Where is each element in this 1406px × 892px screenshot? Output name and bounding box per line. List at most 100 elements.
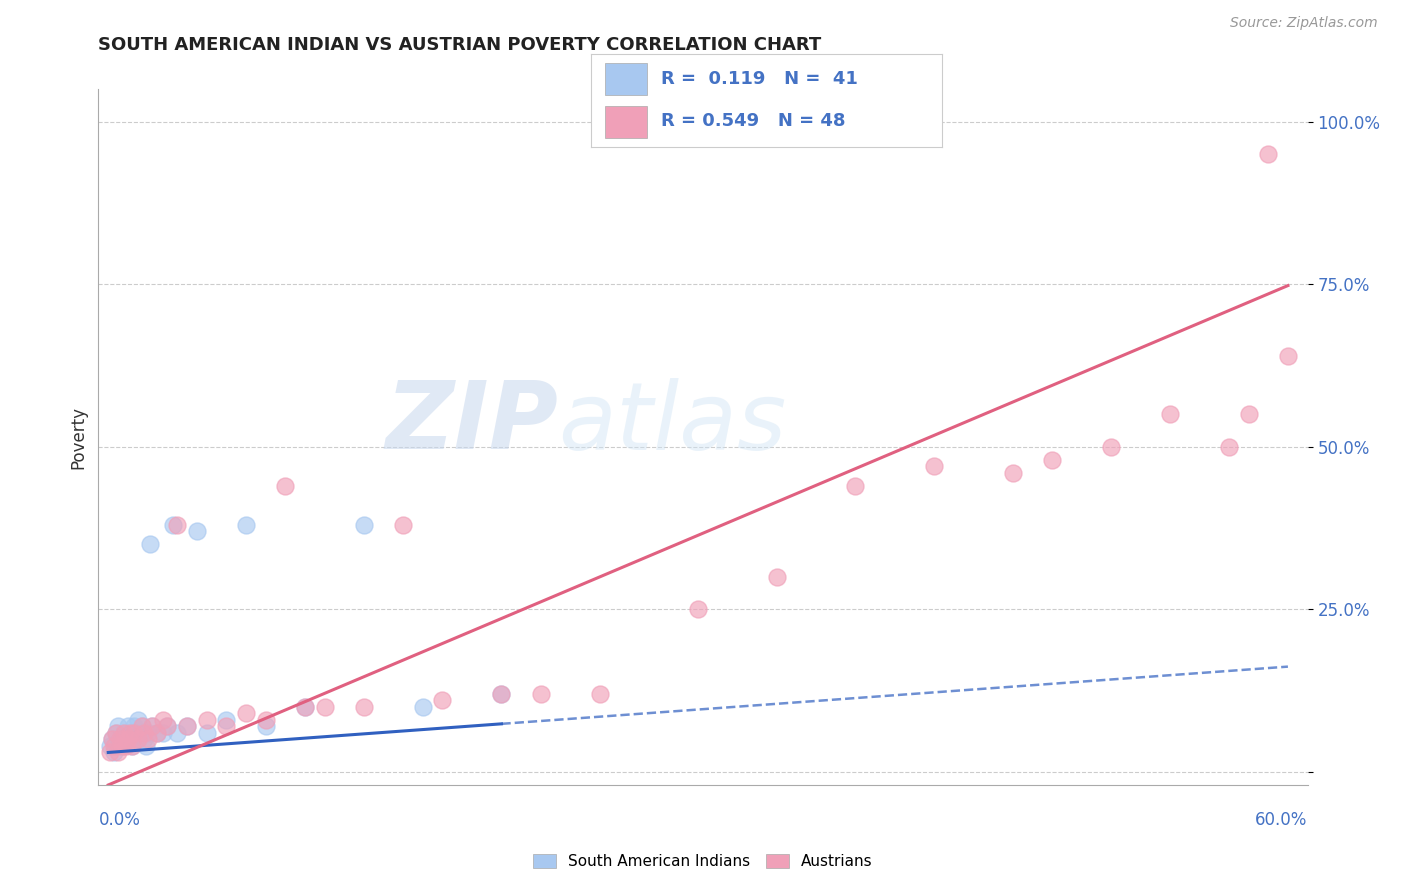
Point <box>353 517 375 532</box>
Point <box>115 739 138 753</box>
Point <box>101 732 124 747</box>
Point <box>146 726 169 740</box>
Point <box>115 732 138 747</box>
Text: R =  0.119   N =  41: R = 0.119 N = 41 <box>661 70 858 87</box>
Point <box>353 700 375 714</box>
Point <box>131 719 153 733</box>
Point <box>1257 147 1279 161</box>
Point <box>254 719 277 733</box>
Point <box>141 719 163 733</box>
Point <box>922 459 945 474</box>
Point <box>98 746 121 760</box>
Text: Source: ZipAtlas.com: Source: ZipAtlas.com <box>1230 16 1378 29</box>
Point <box>138 537 160 551</box>
Point <box>121 726 143 740</box>
Point <box>491 687 513 701</box>
Point <box>105 726 128 740</box>
Point <box>1159 407 1181 421</box>
Point <box>127 713 149 727</box>
Point <box>1040 453 1063 467</box>
Point <box>105 726 128 740</box>
Point <box>112 726 135 740</box>
Point <box>117 726 139 740</box>
Point <box>132 732 155 747</box>
Point <box>122 726 145 740</box>
Point <box>121 739 143 753</box>
Point <box>156 719 179 733</box>
Text: SOUTH AMERICAN INDIAN VS AUSTRIAN POVERTY CORRELATION CHART: SOUTH AMERICAN INDIAN VS AUSTRIAN POVERT… <box>98 36 821 54</box>
Point <box>235 706 257 721</box>
Point <box>254 713 277 727</box>
Point <box>195 726 218 740</box>
FancyBboxPatch shape <box>605 106 647 138</box>
Point <box>103 746 125 760</box>
Point <box>294 700 316 714</box>
Point <box>688 602 710 616</box>
Point <box>1237 407 1260 421</box>
Point <box>111 739 134 753</box>
Point <box>274 479 297 493</box>
Point <box>176 719 198 733</box>
Point <box>1099 440 1122 454</box>
Point <box>118 732 141 747</box>
Point <box>128 726 150 740</box>
Point <box>107 719 129 733</box>
Text: R = 0.549   N = 48: R = 0.549 N = 48 <box>661 112 845 130</box>
Point <box>432 693 454 707</box>
Point <box>412 700 434 714</box>
Point <box>314 700 336 714</box>
Point <box>530 687 553 701</box>
Point <box>103 739 125 753</box>
Point <box>186 524 208 539</box>
Point <box>112 726 135 740</box>
Point <box>107 739 129 753</box>
Point <box>146 726 169 740</box>
Point <box>98 739 121 753</box>
Point <box>125 726 148 740</box>
Point <box>195 713 218 727</box>
Point <box>294 700 316 714</box>
Text: ZIP: ZIP <box>385 377 558 469</box>
Point <box>132 726 155 740</box>
Point <box>765 570 787 584</box>
Point <box>141 719 163 733</box>
Point <box>1277 349 1299 363</box>
Legend: South American Indians, Austrians: South American Indians, Austrians <box>527 848 879 875</box>
Point <box>107 746 129 760</box>
Point <box>166 726 188 740</box>
Text: 0.0%: 0.0% <box>98 811 141 829</box>
Point <box>215 713 238 727</box>
Point <box>122 719 145 733</box>
Point <box>108 732 131 747</box>
FancyBboxPatch shape <box>605 63 647 95</box>
Point <box>127 732 149 747</box>
Point <box>215 719 238 733</box>
Point <box>131 719 153 733</box>
Point <box>166 517 188 532</box>
Point <box>156 719 179 733</box>
Point <box>135 739 157 753</box>
Point <box>176 719 198 733</box>
Point <box>392 517 415 532</box>
Point <box>162 517 184 532</box>
Point <box>491 687 513 701</box>
Point <box>111 739 134 753</box>
Text: atlas: atlas <box>558 377 786 468</box>
Point <box>152 726 174 740</box>
Point <box>152 713 174 727</box>
Point <box>118 726 141 740</box>
Point <box>127 732 149 747</box>
Point <box>108 732 131 747</box>
Point <box>117 719 139 733</box>
Point <box>235 517 257 532</box>
Point <box>117 732 139 747</box>
Point <box>136 726 159 740</box>
Point <box>844 479 866 493</box>
Point <box>1218 440 1240 454</box>
Point <box>1001 466 1024 480</box>
Text: 60.0%: 60.0% <box>1256 811 1308 829</box>
Point <box>121 739 143 753</box>
Point <box>101 732 124 747</box>
Point <box>589 687 612 701</box>
Y-axis label: Poverty: Poverty <box>69 406 87 468</box>
